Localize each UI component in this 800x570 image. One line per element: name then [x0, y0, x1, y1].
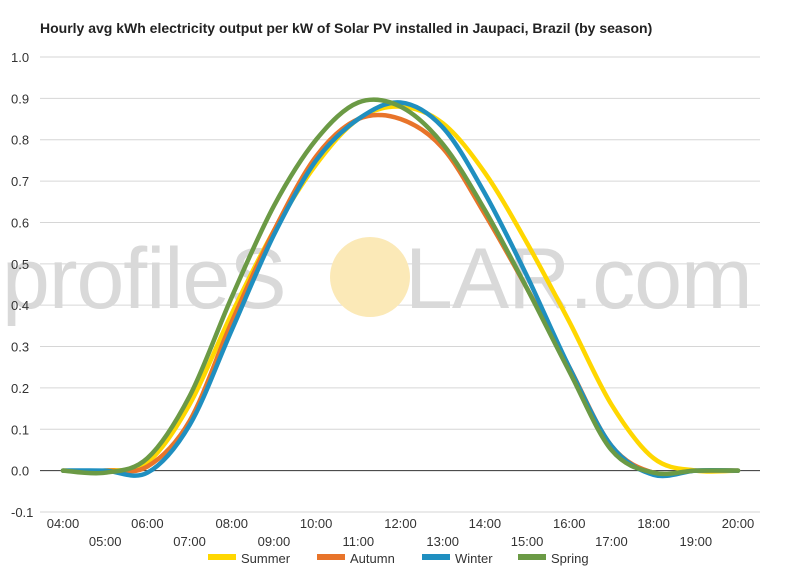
legend-swatch — [208, 554, 236, 560]
y-tick-label: 0.4 — [11, 298, 29, 313]
x-tick-label: 08:00 — [215, 516, 248, 531]
x-tick-label: 16:00 — [553, 516, 586, 531]
legend-item-spring: Spring — [518, 551, 589, 566]
x-tick-label: 20:00 — [722, 516, 755, 531]
legend-item-summer: Summer — [208, 551, 291, 566]
x-tick-label: 10:00 — [300, 516, 333, 531]
legend-label: Summer — [241, 551, 291, 566]
y-tick-label: 0.2 — [11, 381, 29, 396]
y-tick-label: 0.6 — [11, 215, 29, 230]
y-axis: -0.1 0.0 0.1 0.2 0.3 0.4 0.5 0.6 0.7 0.8 0.9 1.0 — [11, 50, 33, 520]
legend-swatch — [518, 554, 546, 560]
legend-label: Winter — [455, 551, 493, 566]
legend-label: Spring — [551, 551, 589, 566]
legend-swatch — [317, 554, 345, 560]
x-tick-label: 18:00 — [637, 516, 670, 531]
y-tick-label: 0.3 — [11, 340, 29, 355]
watermark: profileS LAR.com — [2, 231, 753, 327]
watermark-text-right: LAR.com — [405, 231, 752, 327]
y-tick-label: 0.5 — [11, 257, 29, 272]
grid-lines — [40, 56, 760, 513]
series-lines — [60, 97, 741, 479]
y-tick-label: -0.1 — [11, 505, 33, 520]
x-axis: 04:00 05:00 06:00 07:00 08:00 09:00 10:00 11:00… — [47, 516, 755, 549]
x-tick-label: 13:00 — [426, 534, 459, 549]
legend-label: Autumn — [350, 551, 395, 566]
y-tick-label: 0.9 — [11, 91, 29, 106]
watermark-sun-icon — [330, 237, 410, 317]
y-tick-label: 0.7 — [11, 174, 29, 189]
x-tick-label: 14:00 — [469, 516, 502, 531]
x-tick-label: 06:00 — [131, 516, 164, 531]
legend: Summer Autumn Winter Spring — [208, 551, 589, 566]
x-tick-label: 15:00 — [511, 534, 544, 549]
x-tick-label: 19:00 — [680, 534, 713, 549]
y-tick-label: 1.0 — [11, 50, 29, 65]
series-line-spring — [60, 97, 741, 477]
x-tick-label: 07:00 — [173, 534, 206, 549]
watermark-text-left: profileS — [2, 231, 286, 327]
x-tick-label: 12:00 — [384, 516, 417, 531]
x-tick-label: 17:00 — [595, 534, 628, 549]
x-tick-label: 04:00 — [47, 516, 80, 531]
y-tick-label: 0.1 — [11, 422, 29, 437]
legend-item-winter: Winter — [422, 551, 493, 566]
series-line-winter — [60, 100, 741, 479]
legend-item-autumn: Autumn — [317, 551, 395, 566]
chart-title: Hourly avg kWh electricity output per kW… — [40, 20, 652, 36]
y-tick-label: 0.0 — [11, 464, 29, 479]
legend-swatch — [422, 554, 450, 560]
x-tick-label: 05:00 — [89, 534, 122, 549]
y-tick-label: 0.8 — [11, 133, 29, 148]
x-tick-label: 11:00 — [343, 534, 375, 549]
x-tick-label: 09:00 — [258, 534, 291, 549]
